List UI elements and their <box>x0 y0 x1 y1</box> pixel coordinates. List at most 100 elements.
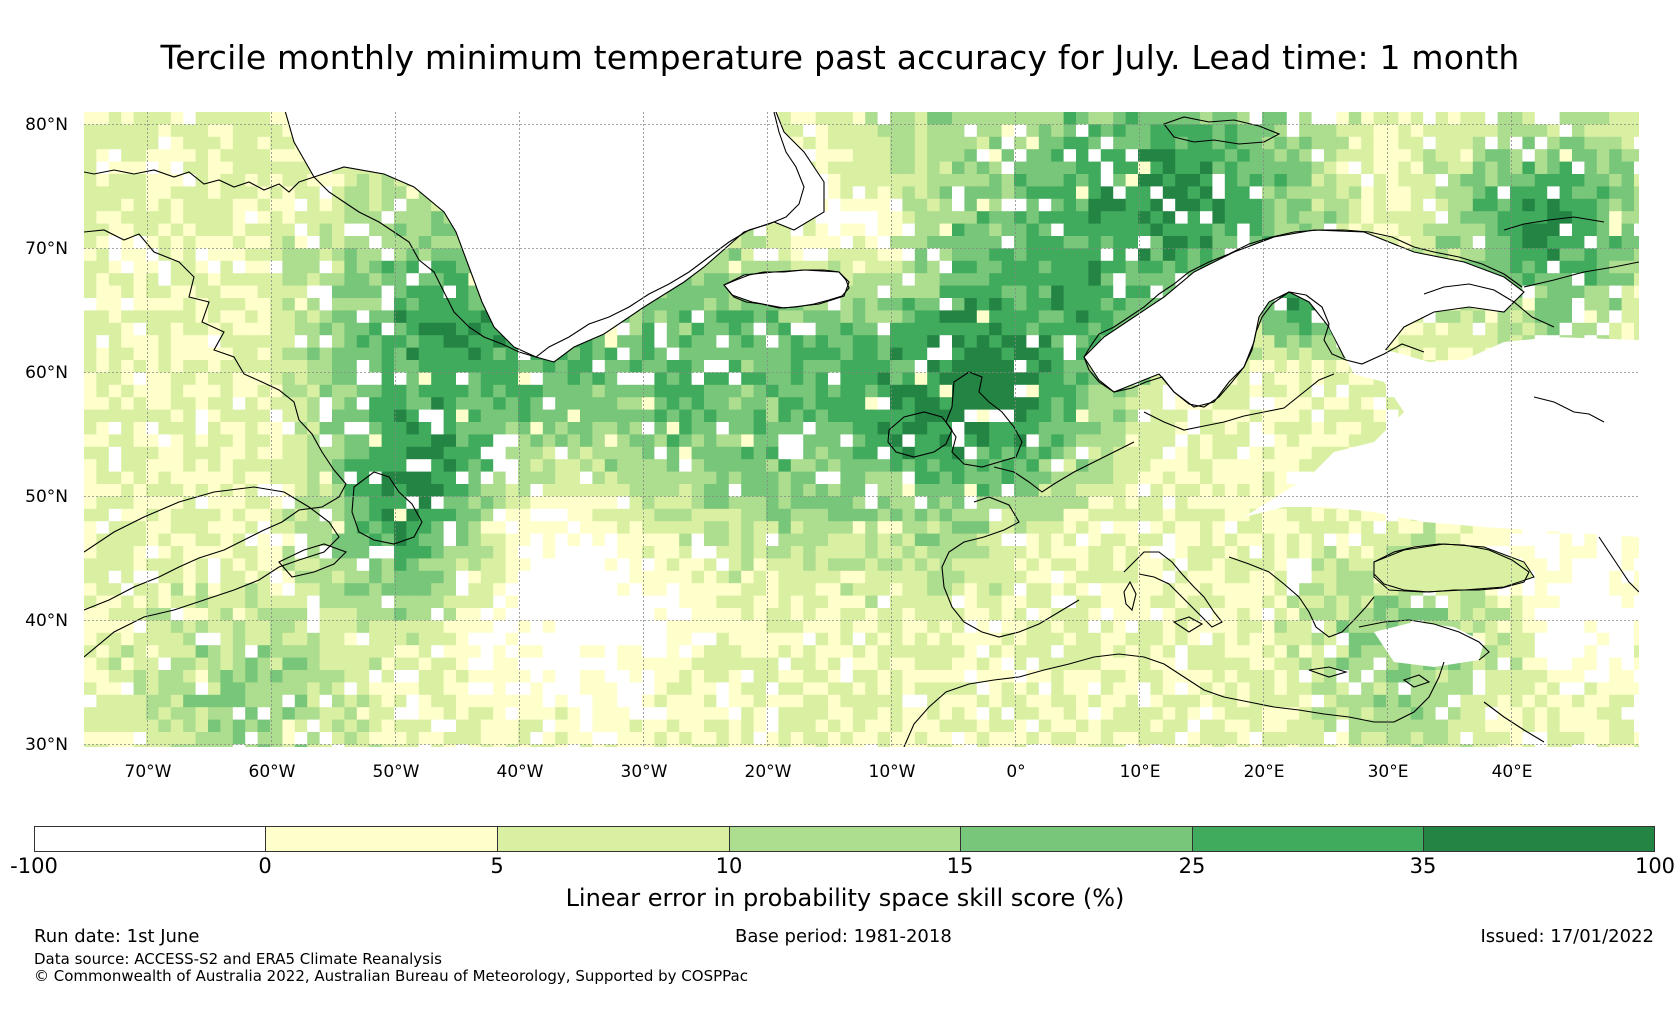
skill-cell <box>245 285 258 299</box>
skill-cell <box>1262 360 1275 373</box>
skill-cell <box>790 496 804 510</box>
skill-cell <box>654 459 668 472</box>
skill-cell <box>1175 459 1188 472</box>
skill-cell <box>319 508 333 522</box>
skill-cell <box>96 446 110 460</box>
skill-cell <box>270 149 283 162</box>
skill-cell <box>1386 521 1399 534</box>
skill-cell <box>146 260 159 274</box>
skill-cell <box>1187 533 1201 547</box>
skill-cell <box>1162 112 1176 125</box>
skill-cell <box>307 496 320 510</box>
skill-cell <box>852 459 866 472</box>
skill-cell <box>828 149 841 162</box>
skill-cell <box>1051 149 1064 162</box>
skill-cell <box>828 161 841 175</box>
skill-cell <box>964 521 978 534</box>
skill-cell <box>1634 198 1639 212</box>
skill-cell <box>815 335 829 348</box>
skill-cell <box>1299 198 1312 212</box>
skill-cell <box>319 533 333 547</box>
skill-cell <box>1572 161 1585 175</box>
skill-cell <box>381 360 395 373</box>
skill-cell <box>208 360 221 373</box>
skill-cell <box>1435 211 1449 224</box>
skill-cell <box>133 149 147 162</box>
skill-cell <box>1076 285 1089 299</box>
skill-cell <box>1001 211 1015 224</box>
skill-cell <box>580 533 593 547</box>
skill-cell <box>1113 273 1126 286</box>
skill-cell <box>815 248 829 262</box>
skill-cell <box>1448 124 1461 138</box>
skill-cell <box>1113 298 1126 311</box>
skill-cell <box>146 124 159 138</box>
skill-cell <box>245 310 258 324</box>
skill-cell <box>1522 223 1536 237</box>
skill-cell <box>232 322 246 336</box>
skill-cell <box>270 459 283 472</box>
skill-cell <box>828 124 841 138</box>
skill-cell <box>567 384 581 398</box>
skill-cell <box>1063 223 1077 237</box>
skill-cell <box>443 583 457 596</box>
skill-cell <box>1001 409 1015 423</box>
skill-cell <box>257 397 271 410</box>
skill-cell <box>183 397 196 410</box>
skill-cell <box>1113 434 1126 448</box>
skill-cell <box>1026 471 1040 485</box>
skill-cell <box>307 223 320 237</box>
skill-cell <box>294 384 308 398</box>
skill-cell <box>158 186 172 200</box>
skill-cell <box>319 360 333 373</box>
skill-cell <box>418 223 432 237</box>
skill-cell <box>1286 570 1300 584</box>
skill-cell <box>1224 583 1238 596</box>
skill-cell <box>121 149 134 162</box>
skill-cell <box>642 546 655 559</box>
skill-cell <box>282 273 296 286</box>
skill-cell <box>232 347 246 361</box>
skill-cell <box>741 459 754 472</box>
skill-cell <box>245 322 258 336</box>
skill-cell <box>1485 186 1498 200</box>
skill-cell <box>1274 384 1288 398</box>
skill-cell <box>418 521 432 534</box>
skill-cell <box>183 136 196 150</box>
skill-cell <box>1088 484 1102 497</box>
skill-cell <box>542 446 556 460</box>
skill-cell <box>604 508 618 522</box>
skill-cell <box>220 496 234 510</box>
skill-cell <box>1299 558 1312 572</box>
skill-cell <box>1138 484 1151 497</box>
skill-cell <box>1299 570 1312 584</box>
skill-cell <box>1187 124 1201 138</box>
skill-cell <box>567 546 581 559</box>
skill-cell <box>1596 112 1610 125</box>
skill-cell <box>1014 211 1027 224</box>
skill-cell <box>1063 161 1077 175</box>
skill-cell <box>121 248 134 262</box>
skill-cell <box>741 335 754 348</box>
skill-cell <box>257 595 271 609</box>
skill-cell <box>121 558 134 572</box>
skill-cell <box>406 236 420 249</box>
skill-cell <box>133 298 147 311</box>
skill-cell <box>170 471 184 485</box>
skill-cell <box>1510 322 1523 336</box>
skill-cell <box>319 595 333 609</box>
skill-cell <box>704 521 717 534</box>
skill-cell <box>927 285 940 299</box>
skill-cell <box>939 397 953 410</box>
skill-cell <box>914 446 928 460</box>
skill-cell <box>332 285 345 299</box>
skill-cell <box>1237 434 1250 448</box>
skill-cell <box>716 298 730 311</box>
skill-cell <box>381 186 395 200</box>
skill-cell <box>592 384 606 398</box>
skill-cell <box>84 347 97 361</box>
skill-cell <box>840 211 854 224</box>
skill-cell <box>902 211 916 224</box>
skill-cell <box>592 595 606 609</box>
skill-cell <box>1038 112 1052 125</box>
